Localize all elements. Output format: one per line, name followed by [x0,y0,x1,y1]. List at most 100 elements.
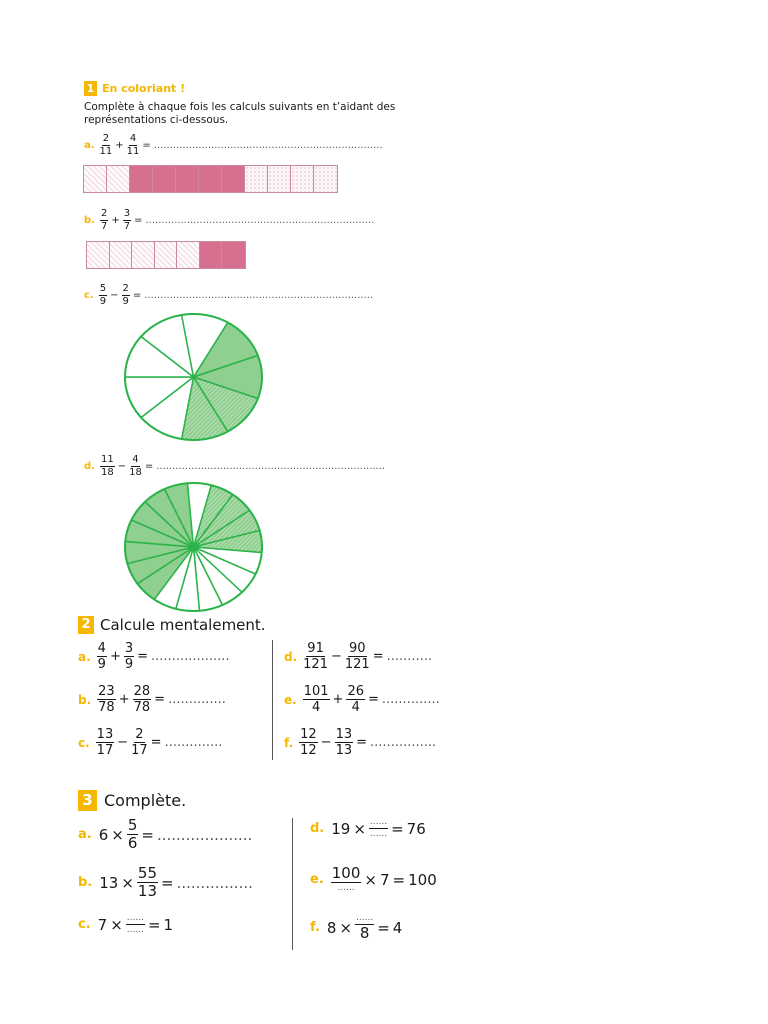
bar-cell-dot[interactable] [314,166,337,192]
bar-cell-hatch[interactable] [107,166,130,192]
answer-blank[interactable]: .............. [164,735,223,750]
bar-cell-dot[interactable] [291,166,314,192]
result: 4 [392,918,403,937]
operator: + [118,692,130,707]
numerator: 4 [128,133,138,146]
numerator: 4 [131,454,140,467]
denominator: 11 [99,146,113,157]
denominator: 8 [359,924,370,942]
denominator: 9 [97,657,106,672]
operator: + [109,649,121,664]
denominator-blank[interactable]: ...... [126,925,144,935]
numerator: 55 [136,864,159,883]
answer-blank[interactable]: .................... [156,825,253,844]
answer-blank[interactable]: .............. [168,692,226,707]
exercise-2e: e. 101 4 + 26 4 = .............. [284,685,440,714]
denominator: 17 [96,743,114,758]
item-label: a. [84,140,95,151]
fraction: ............ [125,913,145,935]
denominator: 121 [303,657,328,672]
denominator-blank[interactable]: ...... [337,883,355,893]
exercise-1-number: 1 [84,81,97,96]
denominator: 4 [311,700,321,715]
bar-cell-fill[interactable] [199,242,223,268]
pie-outline [124,313,263,441]
whole-number: 13 [99,873,119,892]
denominator: 7 [100,221,108,232]
fraction: ...... 8 [355,913,375,942]
fraction-bar-a [83,165,338,193]
answer-blank[interactable]: ................... [151,649,230,664]
denominator: 4 [351,700,360,715]
fraction: 101 4 [302,684,330,715]
answer-blank[interactable]: ................ [176,873,253,892]
bar-cell-dot[interactable] [245,166,268,192]
bar-cell-hatch[interactable] [132,242,155,268]
fraction: 2 11 [100,134,113,157]
equals-sign: = [150,735,162,750]
item-label: f. [284,735,294,750]
answer-blank[interactable]: ................ [370,735,437,750]
numerator: 23 [97,684,116,700]
numerator: 100 [330,864,362,883]
bar-cell-hatch[interactable] [109,242,133,268]
item-label: e. [310,872,324,887]
denominator: 11 [126,146,140,157]
exercise-1-title: En coloriant ! [102,82,186,95]
numerator-blank[interactable]: ...... [355,913,375,925]
numerator: 2 [121,283,130,296]
answer-blank[interactable]: ........... [386,649,433,664]
equals-sign: = [367,692,379,707]
equals-sign: = [132,290,142,301]
denominator: 78 [98,700,115,715]
numerator-blank[interactable]: ...... [125,913,145,925]
fraction: 23 78 [97,685,116,714]
bar-cell-fill[interactable] [176,166,199,192]
bar-cell-fill[interactable] [222,166,245,192]
numerator: 101 [302,684,330,700]
bar-cell-hatch[interactable] [84,166,107,192]
numerator: 91 [306,641,325,657]
item-label: a. [78,649,91,664]
denominator-blank[interactable]: ...... [369,829,388,839]
bar-cell-hatch[interactable] [177,242,200,268]
bar-cell-fill[interactable] [153,166,176,192]
item-label: f. [310,920,320,935]
result: 100 [408,870,437,889]
equals-sign: = [137,649,149,664]
bar-cell-fill[interactable] [199,166,222,192]
result: 76 [406,819,426,838]
answer-blank[interactable]: ........................................… [145,215,375,226]
item-label: e. [284,692,297,707]
answer-blank[interactable]: ........................................… [144,290,374,301]
operator: − [330,649,342,664]
equals-sign: = [154,692,166,707]
exercise-2-header: 2 Calcule mentalement. [78,616,266,634]
bar-cell-hatch[interactable] [154,242,178,268]
fraction: 90 121 [345,642,370,671]
whole-number: 7 [97,915,108,934]
bar-cell-fill[interactable] [130,166,153,192]
fraction: ............ [368,817,389,839]
equals-sign: = [144,461,154,472]
fraction: 100...... [330,864,362,893]
answer-blank[interactable]: ........................................… [156,461,386,472]
exercise-3c: c. 7 × ............ = 1 [78,914,173,935]
fraction: 4 11 [127,134,140,157]
answer-blank[interactable]: ........................................… [153,140,383,151]
operator: − [320,735,332,750]
numerator: 2 [101,133,111,146]
bar-cell-dot[interactable] [268,166,291,192]
exercise-2d: d. 91 121 − 90 121 = ........... [284,642,432,671]
equals-sign: = [391,819,404,838]
bar-cell-fill[interactable] [222,242,245,268]
denominator: 18 [129,467,142,478]
numerator-blank[interactable]: ...... [368,817,389,829]
equals-sign: = [142,140,151,151]
answer-blank[interactable]: .............. [381,692,440,707]
exercise-3d: d. 19 × ............ = 76 [310,818,426,839]
fraction: 13 17 [95,728,115,758]
bar-cell-hatch[interactable] [87,242,110,268]
